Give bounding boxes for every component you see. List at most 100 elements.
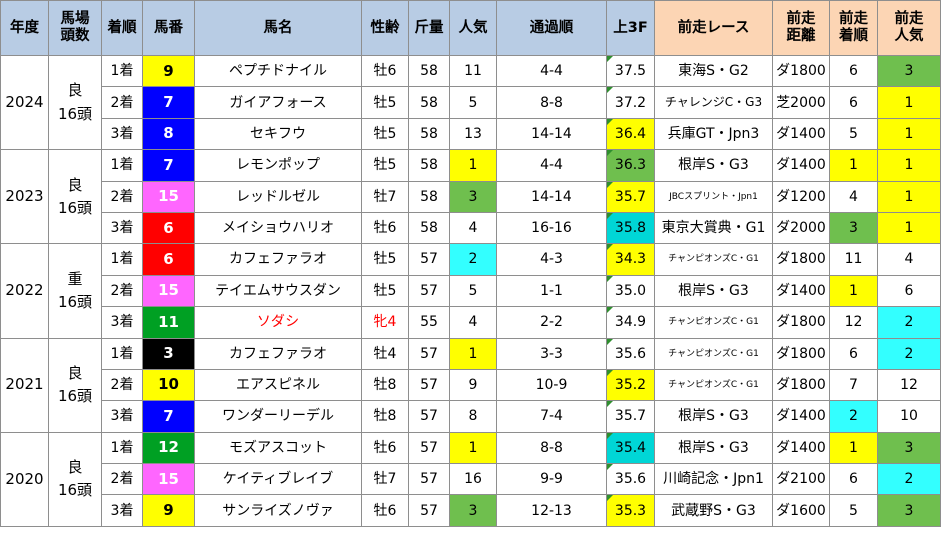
table-row: 2021 良 16頭 1着 3 カフェファラオ 牡4 57 1 3-3 35.6 チャンピオンズC・…	[0, 337, 941, 433]
sex-age-cell: 牡6	[361, 54, 409, 88]
passing-order-cell: 14-14	[496, 180, 607, 213]
prev-place-cell: 4	[829, 180, 878, 213]
prev-distance-cell: ダ1400	[772, 149, 830, 182]
horse-name-cell: ガイアフォース	[194, 86, 362, 119]
passing-order-cell: 8-8	[496, 431, 607, 465]
prev-distance-cell: ダ1800	[772, 368, 830, 402]
header-condition-text: 馬場 頭数	[60, 11, 90, 44]
place-cell: 1着	[101, 431, 143, 465]
popularity-cell: 4	[449, 211, 497, 245]
year-cell: 2024	[0, 54, 49, 151]
last3f-cell: 35.7	[606, 400, 655, 433]
header-prev-race: 前走レース	[654, 0, 773, 56]
prev-race-cell: 兵庫GT・Jpn3	[654, 117, 773, 151]
table-row: 2024 良 16頭 1着 9 ペプチドナイル 牡6 58 11 4-4 37.5 東海S・G2 ダ1…	[0, 54, 941, 151]
prev-race-cell: チャンピオンズC・G1	[654, 368, 773, 402]
last3f-cell: 34.3	[606, 243, 655, 276]
prev-race-cell: チャンピオンズC・G1	[654, 243, 773, 276]
header-passing: 通過順	[496, 0, 607, 56]
header-place: 着順	[101, 0, 143, 56]
condition-text: 良 16頭	[57, 363, 93, 406]
table-row: 2020 良 16頭 1着 12 モズアスコット 牡6 57 1 8-8 35.4 根岸S・G3 ダ1…	[0, 431, 941, 527]
prev-race-cell: 東海S・G2	[654, 54, 773, 88]
prev-distance-cell: ダ1400	[772, 431, 830, 465]
prev-place-cell: 1	[829, 274, 878, 308]
sex-age-cell: 牡4	[361, 337, 409, 370]
popularity-cell: 4	[449, 306, 497, 339]
header-condition: 馬場 頭数	[48, 0, 102, 56]
last3f-cell: 37.5	[606, 54, 655, 88]
prev-distance-cell: ダ2000	[772, 211, 830, 245]
year-cell: 2020	[0, 431, 49, 527]
prev-distance-cell: ダ1800	[772, 337, 830, 370]
horse-name-cell: ソダシ	[194, 306, 362, 339]
popularity-cell: 2	[449, 243, 497, 276]
prev-popularity-cell: 10	[877, 400, 941, 433]
table-row: 3着 7 ワンダーリーデル 牡8 57 8 7-4 35.7 根岸S・G3 ダ1400 2 10	[1, 400, 941, 433]
last3f-cell: 36.4	[606, 117, 655, 151]
table-row: 2023 良 16頭 1着 7 レモンポップ 牡5 58 1 4-4 36.3 根岸S・G3 ダ140…	[0, 149, 941, 245]
prev-race-cell: チャンピオンズC・G1	[654, 306, 773, 339]
place-cell: 1着	[101, 243, 143, 276]
horse-name-cell: テイエムサウスダン	[194, 274, 362, 308]
last3f-cell: 35.7	[606, 180, 655, 213]
place-cell: 1着	[101, 149, 143, 182]
prev-place-cell: 5	[829, 117, 878, 151]
place-cell: 3着	[101, 494, 143, 527]
popularity-cell: 13	[449, 117, 497, 151]
weight-cell: 58	[408, 211, 450, 245]
prev-distance-cell: ダ1600	[772, 494, 830, 527]
horse-name-cell: レモンポップ	[194, 149, 362, 182]
popularity-cell: 8	[449, 400, 497, 433]
condition-text: 良 16頭	[57, 175, 93, 217]
prev-place-cell: 2	[829, 400, 878, 433]
table-row: 2022 重 16頭 1着 6 カフェファラオ 牡5 57 2 4-3 34.3 チャンピオンズC・…	[0, 243, 941, 339]
sex-age-cell: 牡7	[361, 463, 409, 496]
weight-cell: 57	[408, 337, 450, 370]
place-cell: 2着	[101, 274, 143, 308]
horse-number-cell: 15	[142, 180, 195, 213]
sex-age-cell: 牡7	[361, 180, 409, 213]
prev-popularity-cell: 1	[877, 117, 941, 151]
prev-popularity-cell: 1	[877, 180, 941, 213]
horse-number-cell: 8	[142, 117, 195, 151]
condition-text: 良 16頭	[57, 458, 93, 500]
prev-race-cell: 武蔵野S・G3	[654, 494, 773, 527]
passing-order-cell: 4-3	[496, 243, 607, 276]
passing-order-cell: 16-16	[496, 211, 607, 245]
passing-order-cell: 7-4	[496, 400, 607, 433]
prev-place-cell: 6	[829, 463, 878, 496]
weight-cell: 58	[408, 86, 450, 119]
condition-cell: 良 16頭	[48, 431, 102, 527]
prev-distance-cell: ダ1400	[772, 274, 830, 308]
horse-name-cell: ケイティブレイブ	[194, 463, 362, 496]
passing-order-cell: 4-4	[496, 149, 607, 182]
horse-number-cell: 7	[142, 86, 195, 119]
passing-order-cell: 10-9	[496, 368, 607, 402]
header-year: 年度	[0, 0, 49, 56]
prev-place-cell: 1	[829, 149, 878, 182]
condition-cell: 良 16頭	[48, 337, 102, 433]
table-row: 2着 7 ガイアフォース 牡5 58 5 8-8 37.2 チャレンジC・G3 芝2000 6 1	[1, 86, 941, 119]
passing-order-cell: 4-4	[496, 54, 607, 88]
weight-cell: 57	[408, 463, 450, 496]
prev-distance-cell: 芝2000	[772, 86, 830, 119]
horse-name-cell: ペプチドナイル	[194, 54, 362, 88]
sex-age-cell: 牡6	[361, 431, 409, 465]
table-row: 3着 9 サンライズノヴァ 牡6 57 3 12-13 35.3 武蔵野S・G3 ダ1600 5 3	[1, 494, 941, 527]
horse-name-cell: サンライズノヴァ	[194, 494, 362, 527]
sex-age-cell: 牡5	[361, 117, 409, 151]
prev-popularity-cell: 2	[877, 337, 941, 370]
horse-number-cell: 12	[142, 431, 195, 465]
horse-number-cell: 6	[142, 211, 195, 245]
last3f-cell: 35.3	[606, 494, 655, 527]
prev-place-cell: 6	[829, 86, 878, 119]
passing-order-cell: 14-14	[496, 117, 607, 151]
last3f-cell: 35.0	[606, 274, 655, 308]
prev-distance-cell: ダ2100	[772, 463, 830, 496]
sex-age-cell: 牝4	[361, 306, 409, 339]
prev-place-cell: 3	[829, 211, 878, 245]
prev-popularity-cell: 1	[877, 211, 941, 245]
last3f-cell: 35.2	[606, 368, 655, 402]
popularity-cell: 5	[449, 274, 497, 308]
